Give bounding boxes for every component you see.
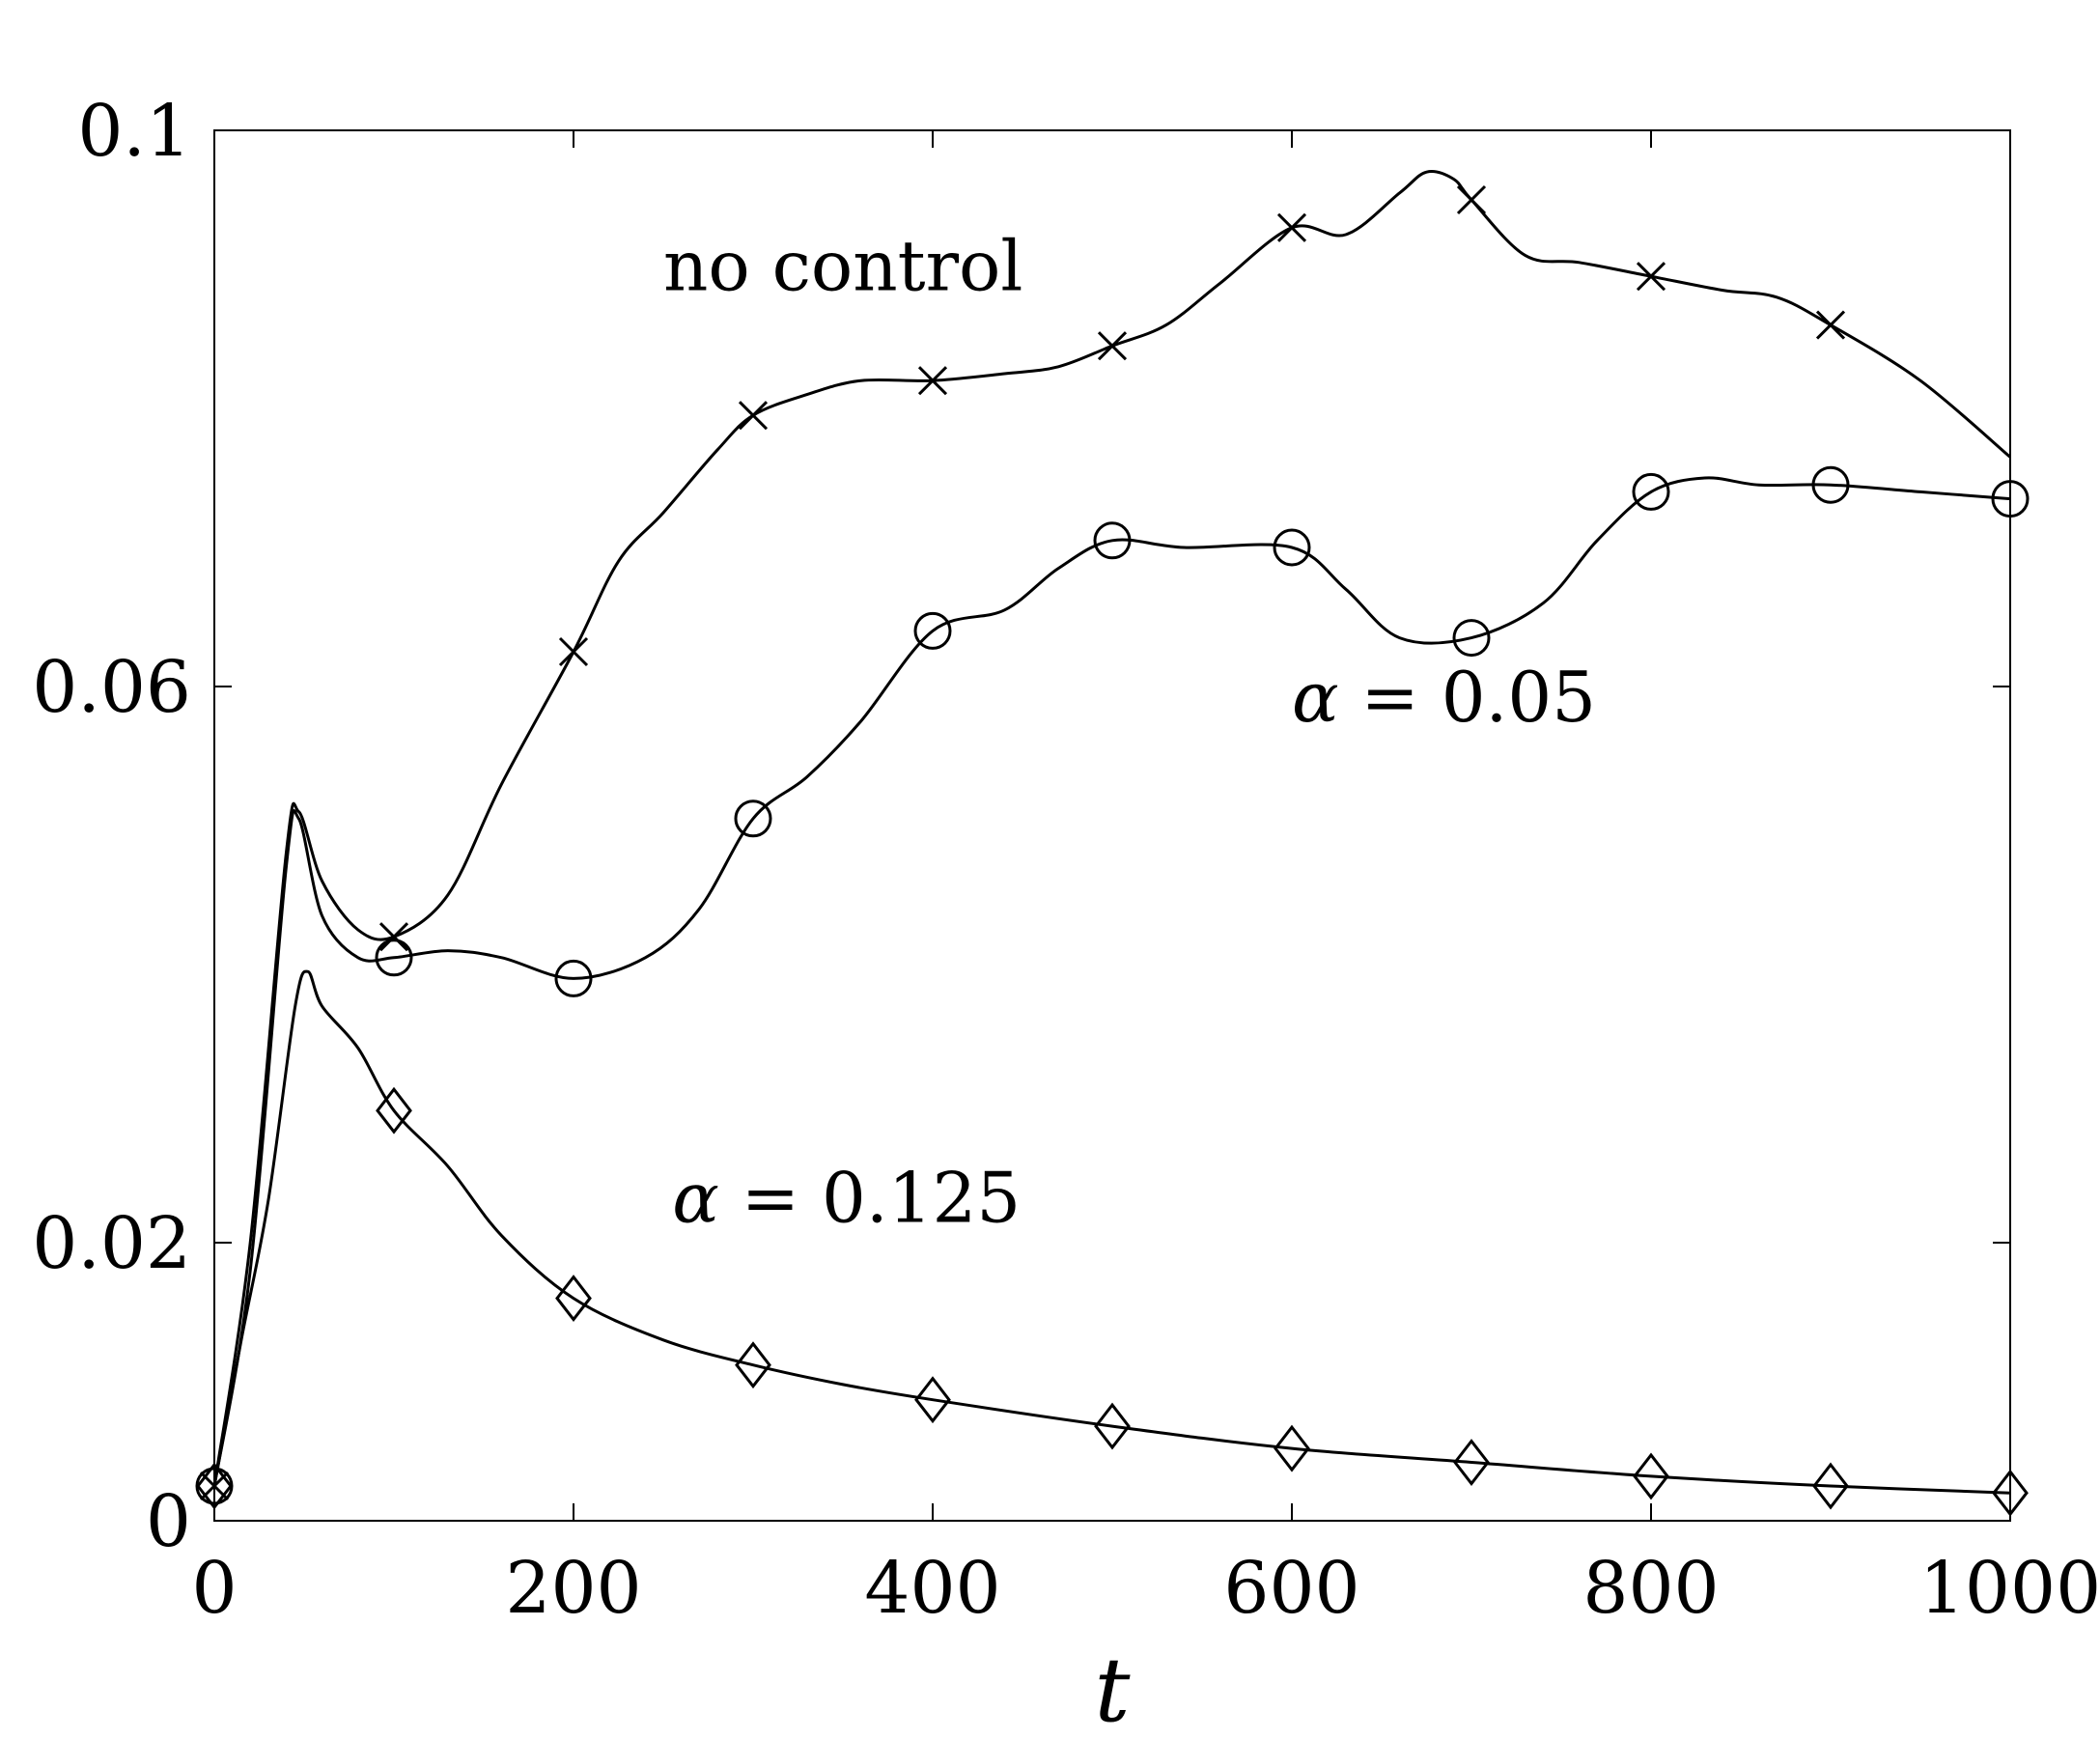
series-2-marker [913, 611, 952, 650]
series-annotation-1: no control [663, 226, 1022, 307]
series-3-marker [1094, 1402, 1131, 1450]
series-1-marker [1815, 310, 1846, 340]
series-layer [212, 170, 2011, 1495]
series-3-marker [1812, 1462, 1849, 1510]
series-3-marker [914, 1376, 951, 1424]
x-tick-label: 400 [864, 1547, 1000, 1630]
plot-frame [213, 129, 2011, 1522]
annotation-layer: no control α = 0.05 α = 0.125 [663, 226, 1596, 1239]
x-tick-label: 600 [1223, 1547, 1359, 1630]
tick-label-layer: 0 200 400 600 800 1000 0 0.02 0.06 0.1 [32, 90, 2100, 1630]
series-3-marker [735, 1341, 771, 1389]
series-2-marker [1273, 528, 1311, 567]
series-1-marker [1456, 184, 1487, 215]
series-3-marker [1633, 1452, 1669, 1500]
series-1-marker [1636, 262, 1666, 292]
series-2-marker [1811, 465, 1850, 504]
series-2-marker [375, 939, 413, 977]
series-3-marker [1453, 1439, 1490, 1486]
x-axis-title: t [1095, 1639, 1132, 1738]
series-line-2 [212, 476, 2011, 1487]
tick-layer [213, 129, 2011, 1522]
y-tick-label: 0.02 [32, 1202, 191, 1285]
series-annotation-3: α = 0.125 [672, 1157, 1021, 1238]
series-2-marker [734, 799, 772, 838]
series-1-marker [917, 366, 948, 396]
series-line-3 [212, 969, 2011, 1495]
series-1-marker [1276, 212, 1307, 242]
y-tick-label: 0.1 [77, 90, 191, 173]
series-2-marker [554, 959, 593, 997]
series-annotation-2: α = 0.05 [1292, 657, 1596, 738]
y-tick-label: 0.06 [32, 646, 191, 729]
marker-layer [195, 184, 2030, 1517]
series-1-marker [378, 922, 409, 952]
series-3-marker [1274, 1424, 1310, 1472]
series-line-1 [212, 170, 2011, 1487]
series-1-marker [1097, 331, 1128, 361]
series-3-marker [376, 1086, 412, 1135]
series-2-marker [1452, 619, 1491, 658]
x-tick-label: 200 [505, 1547, 641, 1630]
x-tick-label: 1000 [1919, 1547, 2100, 1630]
y-tick-label: 0 [146, 1480, 191, 1563]
series-1-marker [558, 636, 589, 667]
series-2-marker [1093, 521, 1132, 560]
series-3-marker [555, 1275, 592, 1323]
x-tick-label: 0 [191, 1547, 237, 1630]
series-2-marker [1632, 472, 1670, 511]
series-1-marker [738, 401, 769, 431]
x-tick-label: 800 [1582, 1547, 1719, 1630]
